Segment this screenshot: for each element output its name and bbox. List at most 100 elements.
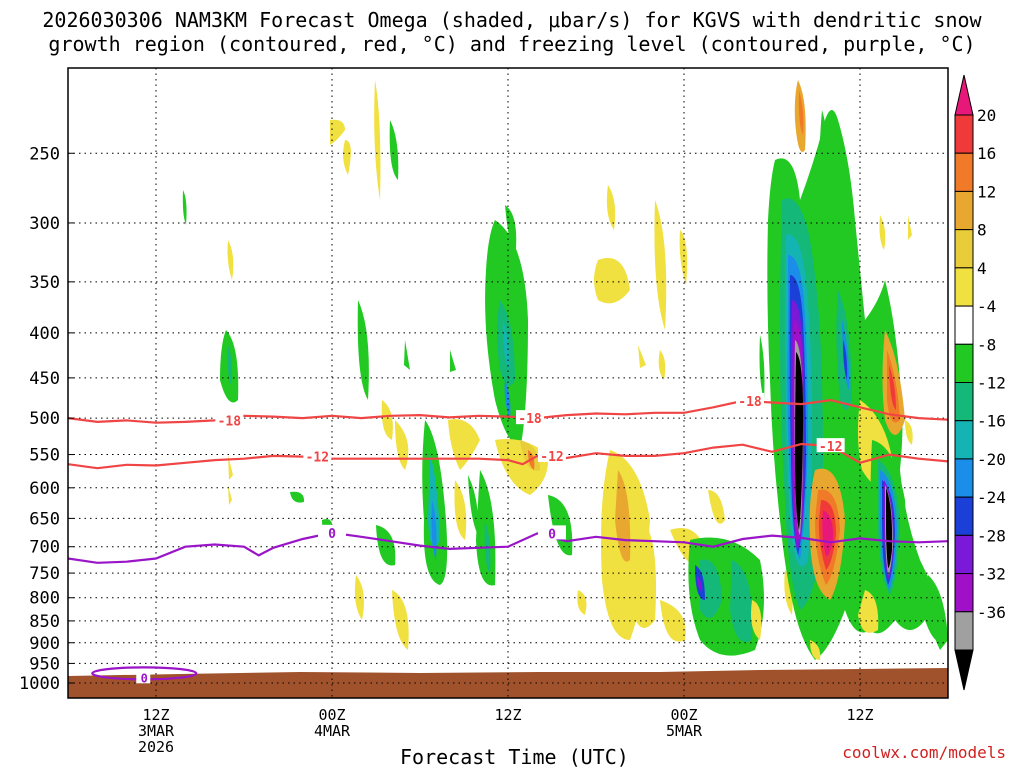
colorbar-segment	[954, 229, 974, 269]
contour-label-bg	[816, 438, 845, 453]
omega-region	[431, 500, 437, 560]
contour-label-bg	[136, 671, 151, 684]
contour-label-bg	[538, 525, 566, 540]
contour-label-bg	[538, 447, 566, 462]
omega-region	[679, 230, 688, 285]
omega-region	[810, 640, 821, 660]
x-tick-label: 12Z	[494, 706, 521, 724]
contour-label: 0	[141, 671, 148, 685]
x-tick-label: 3MAR	[138, 722, 175, 740]
omega-region	[227, 345, 232, 385]
colorbar-label: 16	[977, 144, 996, 163]
omega-region	[700, 559, 722, 618]
y-tick-label: 300	[29, 214, 60, 234]
contour-label: -18	[518, 412, 542, 427]
colorbar-segment	[954, 74, 974, 116]
colorbar-label: 12	[977, 182, 996, 201]
colorbar-segment	[954, 114, 974, 154]
omega-region	[376, 525, 396, 566]
omega-region	[228, 485, 232, 505]
omega-region	[330, 119, 345, 145]
x-tick-label: 12Z	[846, 706, 873, 724]
omega-region	[858, 590, 879, 633]
omega-region	[454, 480, 467, 540]
omega-region	[927, 575, 948, 650]
omega-region	[228, 455, 233, 480]
contour-label-bg	[318, 524, 346, 539]
y-tick-label: 350	[29, 273, 60, 293]
colorbar-label: 4	[977, 259, 987, 278]
omega-region	[395, 420, 409, 470]
omega-region	[577, 590, 587, 615]
x-tick-label: 4MAR	[314, 722, 351, 740]
contour-labels: -18 -18 -18 -12 -12 -12 0 0 0	[136, 392, 845, 685]
colorbar-segment	[954, 496, 974, 536]
y-tick-label: 700	[29, 538, 60, 558]
omega-region	[905, 420, 913, 445]
x-tick-label: 00Z	[318, 706, 345, 724]
omega-region	[638, 345, 646, 368]
omega-region	[759, 335, 765, 400]
colorbar-segment	[954, 611, 974, 651]
colorbar-label: -4	[977, 297, 996, 316]
omega-region	[392, 590, 409, 650]
omega-region	[343, 140, 351, 175]
contour-label: 0	[548, 527, 556, 542]
y-tick-label: 1000	[19, 674, 60, 694]
omega-region	[632, 520, 656, 628]
y-tick-label: 650	[29, 509, 60, 529]
x-tick-label: 2026	[138, 738, 174, 756]
omega-region	[688, 537, 764, 656]
omega-region	[502, 320, 510, 370]
plot-frame	[67, 67, 949, 699]
colorbar-label: -32	[977, 565, 1006, 584]
credit-text: coolwx.com/models	[842, 743, 1006, 762]
colorbar-segment	[954, 649, 974, 691]
colorbar-segment	[954, 190, 974, 231]
omega-region	[354, 575, 364, 620]
omega-region	[594, 258, 630, 304]
omega-region	[886, 488, 893, 568]
y-tick-label: 800	[29, 589, 60, 609]
colorbar-label: -8	[977, 335, 996, 354]
omega-region	[908, 215, 912, 240]
contour-label-bg	[516, 410, 544, 425]
omega-region	[879, 215, 886, 250]
omega-region	[404, 340, 410, 370]
omega-region	[660, 600, 686, 642]
omega-region	[428, 455, 440, 547]
contour-label: -18	[738, 395, 762, 410]
contour-label: -12	[819, 440, 842, 455]
y-tick-label: 550	[29, 446, 60, 466]
contour-line	[68, 442, 948, 470]
colorbar-segment	[954, 458, 974, 498]
contour-label: 0	[328, 527, 336, 542]
colorbar-segment	[954, 573, 974, 613]
omega-region	[290, 491, 305, 503]
omega-region	[798, 90, 804, 135]
colorbar-segment	[954, 382, 974, 422]
omega-region	[450, 350, 456, 372]
colorbar-label: -16	[977, 412, 1006, 431]
colorbar-label: 20	[977, 106, 996, 125]
colorbar-segment	[954, 534, 974, 575]
temperature-contours	[68, 398, 948, 681]
omega-region	[448, 419, 480, 470]
omega-region	[795, 352, 804, 530]
colorbar: 20 16 12 8 4 -4 -8 -12 -16 -20 -24 -28 -32 -36	[954, 74, 1006, 691]
y-tick-label: 250	[29, 144, 60, 164]
colorbar-label: -12	[977, 374, 1006, 393]
omega-shading	[182, 80, 948, 660]
contour-line	[68, 398, 948, 424]
omega-region	[751, 600, 762, 640]
y-axis-pressure: 2503003504004505005506006507007508008509…	[19, 144, 74, 694]
x-tick-label: 5MAR	[666, 722, 703, 740]
colorbar-label: -20	[977, 450, 1006, 469]
grid	[68, 68, 948, 698]
omega-region	[843, 340, 848, 380]
colorbar-segment	[954, 267, 974, 307]
contour-line	[68, 531, 948, 564]
omega-region	[697, 575, 702, 592]
y-tick-label: 950	[29, 654, 60, 674]
